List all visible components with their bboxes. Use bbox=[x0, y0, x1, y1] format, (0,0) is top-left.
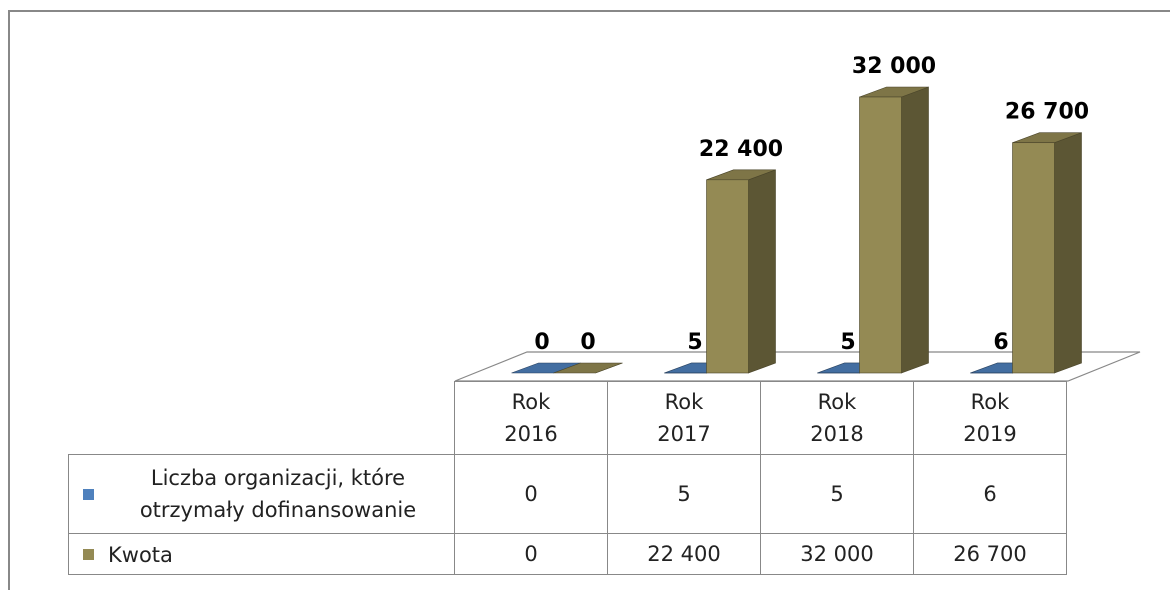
legend-key bbox=[83, 549, 94, 560]
bar bbox=[707, 180, 749, 373]
category-label: Rok 2017 bbox=[649, 386, 719, 450]
legend-label: Kwota bbox=[108, 543, 173, 567]
table-value: 0 bbox=[455, 534, 608, 575]
table-value: 22 400 bbox=[608, 534, 761, 575]
table-header-row: Rok 2016 Rok 2017 Rok 2018 Rok 2019 bbox=[69, 382, 1067, 455]
table-category: Rok 2018 bbox=[761, 382, 914, 455]
table-value: 26 700 bbox=[914, 534, 1067, 575]
category-label: Rok 2016 bbox=[496, 386, 566, 450]
data-label: 32 000 bbox=[852, 54, 936, 79]
data-label: 26 700 bbox=[1005, 100, 1089, 125]
data-label: 5 bbox=[840, 330, 855, 355]
legend-cell: Liczba organizacji, które otrzymały dofi… bbox=[69, 455, 455, 534]
table-value: 6 bbox=[914, 455, 1067, 534]
data-label: 0 bbox=[534, 330, 549, 355]
bar bbox=[860, 97, 902, 373]
data-label: 5 bbox=[687, 330, 702, 355]
bar-side bbox=[902, 87, 929, 373]
legend-cell: Kwota bbox=[69, 534, 455, 575]
table-corner bbox=[69, 382, 455, 455]
data-label: 22 400 bbox=[699, 137, 783, 162]
bar bbox=[1013, 143, 1055, 373]
table-value: 0 bbox=[455, 455, 608, 534]
table-value: 5 bbox=[761, 455, 914, 534]
data-label: 0 bbox=[580, 330, 595, 355]
bar-side bbox=[1055, 133, 1082, 373]
data-table: Rok 2016 Rok 2017 Rok 2018 Rok 2019 Liczba o… bbox=[68, 381, 1067, 575]
table-category: Rok 2019 bbox=[914, 382, 1067, 455]
legend-label: Liczba organizacji, które otrzymały dofi… bbox=[108, 462, 448, 526]
category-label: Rok 2019 bbox=[955, 386, 1025, 450]
table-row: Liczba organizacji, które otrzymały dofi… bbox=[69, 455, 1067, 534]
table-category: Rok 2016 bbox=[455, 382, 608, 455]
legend-key bbox=[83, 489, 94, 500]
category-label: Rok 2018 bbox=[802, 386, 872, 450]
table-value: 32 000 bbox=[761, 534, 914, 575]
table-category: Rok 2017 bbox=[608, 382, 761, 455]
bar-side bbox=[749, 170, 776, 373]
data-label: 6 bbox=[993, 330, 1008, 355]
table-value: 5 bbox=[608, 455, 761, 534]
